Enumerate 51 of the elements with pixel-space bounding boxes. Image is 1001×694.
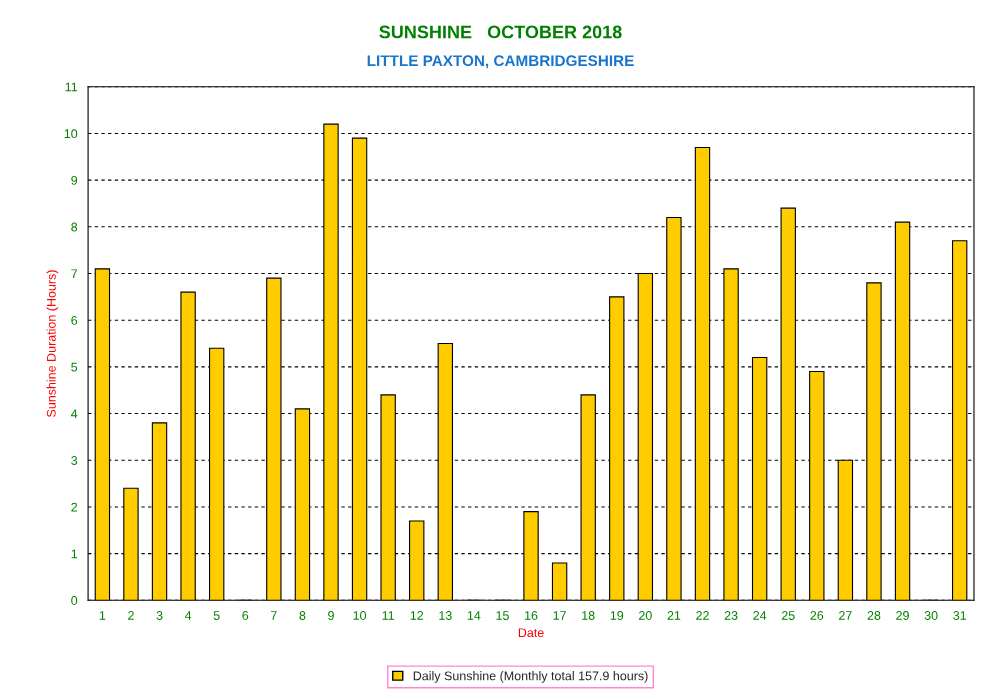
x-tick-label: 2	[128, 611, 134, 620]
x-tick-label: 4	[184, 611, 192, 620]
x-tick-label: 22	[696, 611, 709, 620]
y-tick-label: 0	[71, 596, 78, 605]
x-tick-label: 5	[213, 611, 220, 620]
y-tick-label: 6	[71, 315, 78, 325]
x-tick-label: 8	[299, 611, 306, 620]
x-tick-label: 14	[467, 611, 481, 620]
x-tick-label: 19	[610, 611, 624, 620]
y-tick-label: 9	[71, 175, 78, 185]
x-tick-label: 30	[924, 611, 938, 620]
x-tick-label: 24	[753, 611, 767, 620]
bar	[266, 277, 282, 601]
x-tick-label: 9	[328, 611, 334, 620]
x-tick-label: 28	[867, 611, 881, 620]
x-tick-label: 3	[156, 611, 163, 620]
y-tick-label: 2	[71, 502, 78, 512]
x-tick-label: 26	[810, 611, 824, 620]
x-tick-label: 20	[639, 611, 652, 620]
y-tick-label: 1	[71, 549, 78, 559]
x-tick-label: 17	[553, 611, 566, 620]
x-tick-label: 23	[724, 611, 738, 620]
bar	[551, 562, 568, 601]
x-axis-title: Date	[518, 628, 544, 638]
x-tick-label: 29	[896, 611, 909, 620]
x-tick-label: 25	[781, 611, 795, 620]
x-tick-label: 18	[582, 611, 595, 620]
y-tick-label: 11	[65, 82, 78, 92]
x-tick-label: 27	[839, 611, 852, 620]
x-tick-label: 31	[953, 611, 967, 620]
x-tick-label: 13	[439, 611, 452, 620]
x-tick-label: 7	[271, 611, 277, 620]
x-tick-label: 16	[525, 611, 538, 620]
y-tick-label: 3	[71, 456, 78, 465]
y-tick-label: 5	[71, 362, 78, 372]
x-tick-label: 15	[496, 611, 509, 620]
x-tick-label: 21	[667, 611, 681, 620]
y-tick-label: 10	[64, 129, 78, 139]
y-tick-label: 7	[71, 269, 78, 279]
x-tick-label: 12	[410, 611, 424, 620]
x-tick-label: 11	[382, 611, 395, 620]
chart-subtitle: LITTLE PAXTON, CAMBRIDGESHIRE	[367, 55, 634, 69]
bar	[866, 282, 882, 601]
x-tick-label: 10	[353, 611, 367, 620]
legend-label: Daily Sunshine (Monthly total 157.9 hours)	[413, 671, 648, 683]
chart-title: SUNSHINE OCTOBER 2018	[379, 25, 622, 39]
x-tick-label: 1	[99, 611, 106, 620]
y-axis-title: Sunshine Duration (Hours)	[46, 270, 59, 417]
y-tick-label: 4	[71, 409, 78, 419]
x-tick-label: 6	[242, 611, 249, 620]
y-tick-label: 8	[71, 222, 78, 232]
